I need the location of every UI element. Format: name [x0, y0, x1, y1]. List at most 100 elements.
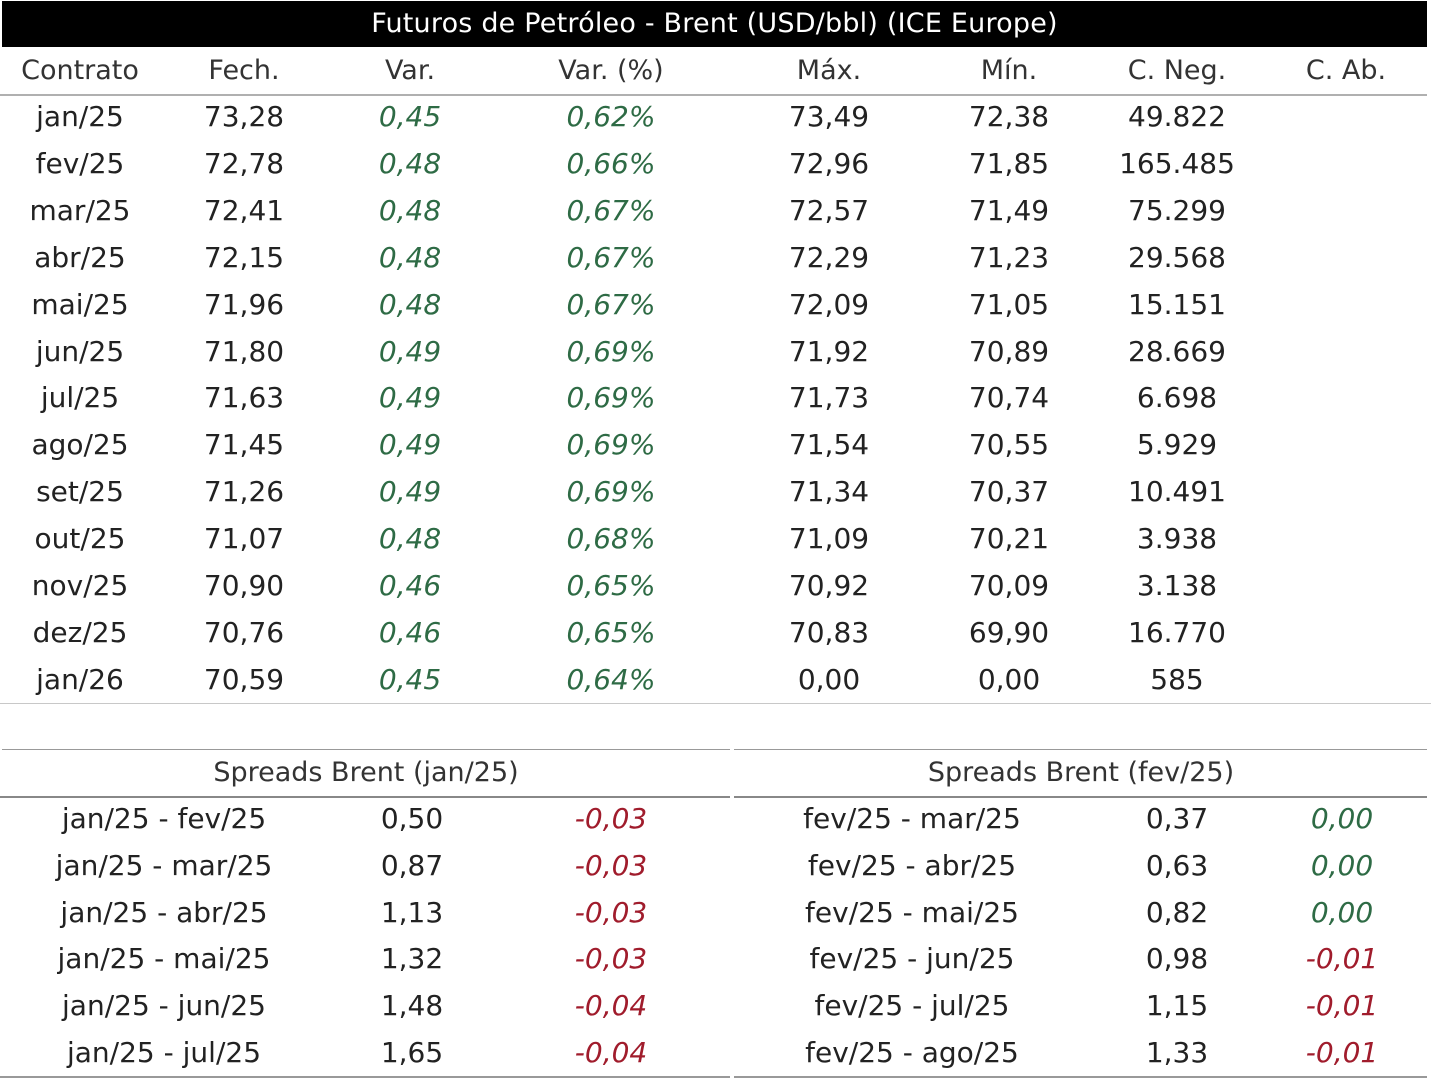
- cell-max: 73,49: [788, 100, 870, 133]
- spreads-right-value: 1,15: [1145, 989, 1209, 1023]
- spreads-right-change: 0,00: [1310, 848, 1374, 882]
- spreads-left-change: -0,03: [574, 802, 648, 835]
- cell-var: 0,49: [378, 475, 442, 509]
- cell-var-pct: 0,66%: [566, 146, 656, 180]
- cell-contrato: out/25: [34, 522, 126, 556]
- cell-max: 71,09: [788, 522, 870, 556]
- spreads-right-pair: fev/25 - jun/25: [809, 942, 1015, 976]
- cell-c-neg: 3.138: [1136, 569, 1218, 602]
- spreads-left-value: 1,48: [380, 989, 444, 1023]
- spreads-left-value: 1,32: [380, 942, 444, 976]
- cell-var-pct: 0,67%: [566, 240, 656, 274]
- spreads-left-pair: jan/25 - fev/25: [61, 802, 267, 835]
- spreads-left-change: -0,03: [574, 942, 648, 976]
- spreads-left-top-rule: [2, 749, 730, 750]
- spreads-left-pair: jan/25 - jul/25: [66, 1036, 262, 1069]
- cell-contrato: jan/26: [36, 662, 124, 696]
- cell-fech: 72,78: [203, 146, 285, 180]
- cell-min: 70,74: [968, 381, 1050, 415]
- cell-c-neg: 75.299: [1128, 193, 1226, 227]
- spreads-left-pair: jan/25 - jun/25: [62, 989, 266, 1023]
- cell-var: 0,48: [378, 522, 442, 556]
- spreads-left-pair: jan/25 - mar/25: [55, 848, 273, 882]
- cell-min: 70,89: [968, 334, 1050, 368]
- main-table-bottom-rule: [0, 703, 1431, 704]
- cell-fech: 72,15: [203, 240, 285, 274]
- cell-contrato: mai/25: [31, 287, 129, 321]
- spreads-left-value: 0,50: [380, 802, 444, 835]
- spreads-left-change: -0,04: [574, 989, 648, 1023]
- cell-max: 71,92: [788, 334, 870, 368]
- cell-contrato: nov/25: [31, 569, 129, 602]
- cell-var-pct: 0,67%: [566, 193, 656, 227]
- cell-contrato: jul/25: [40, 381, 120, 415]
- header-divider: [0, 94, 1427, 96]
- cell-contrato: mar/25: [29, 193, 131, 227]
- spreads-right-value: 0,82: [1145, 895, 1209, 929]
- cell-var: 0,49: [378, 381, 442, 415]
- cell-contrato: set/25: [36, 475, 124, 509]
- cell-var-pct: 0,69%: [566, 334, 656, 368]
- cell-c-neg: 3.938: [1136, 522, 1218, 556]
- cell-c-neg: 16.770: [1128, 615, 1226, 649]
- cell-max: 71,34: [788, 475, 870, 509]
- cell-max: 70,83: [788, 615, 870, 649]
- cell-var: 0,48: [378, 193, 442, 227]
- spreads-left-bottom-rule: [0, 1076, 730, 1078]
- cell-fech: 73,28: [203, 100, 285, 133]
- spreads-right-header-rule: [734, 796, 1427, 798]
- cell-fech: 71,26: [203, 475, 285, 509]
- cell-max: 72,09: [788, 287, 870, 321]
- cell-var: 0,49: [378, 428, 442, 462]
- column-header-fech: Fech.: [208, 55, 280, 86]
- spreads-right-pair: fev/25 - mar/25: [803, 802, 1021, 835]
- cell-max: 70,92: [788, 569, 870, 602]
- column-header-c-ab: C. Ab.: [1305, 55, 1387, 86]
- cell-var-pct: 0,69%: [566, 428, 656, 462]
- cell-var: 0,46: [378, 615, 442, 649]
- cell-max: 72,96: [788, 146, 870, 180]
- cell-var-pct: 0,62%: [566, 100, 656, 133]
- spreads-right-change: 0,00: [1310, 895, 1374, 929]
- cell-fech: 72,41: [203, 193, 285, 227]
- cell-contrato: fev/25: [35, 146, 125, 180]
- cell-var: 0,49: [378, 334, 442, 368]
- cell-c-neg: 15.151: [1128, 287, 1226, 321]
- spreads-left-pair: jan/25 - mai/25: [57, 942, 271, 976]
- spreads-right-pair: fev/25 - abr/25: [807, 848, 1017, 882]
- cell-max: 71,73: [788, 381, 870, 415]
- cell-var: 0,45: [378, 100, 442, 133]
- spreads-left-value: 0,87: [380, 848, 444, 882]
- cell-c-neg: 585: [1150, 662, 1204, 696]
- cell-c-neg: 28.669: [1128, 334, 1226, 368]
- spreads-right-top-rule: [734, 749, 1427, 750]
- cell-var-pct: 0,65%: [566, 569, 656, 602]
- cell-min: 71,85: [968, 146, 1050, 180]
- cell-min: 70,55: [968, 428, 1050, 462]
- spreads-right-title: Spreads Brent (fev/25): [927, 757, 1235, 788]
- cell-min: 70,09: [968, 569, 1050, 602]
- spreads-left-change: -0,03: [574, 895, 648, 929]
- cell-min: 72,38: [968, 100, 1050, 133]
- table-title: Futuros de Petróleo - Brent (USD/bbl) (I…: [2, 1, 1427, 47]
- cell-max: 0,00: [797, 662, 861, 696]
- spreads-left-value: 1,65: [380, 1036, 444, 1069]
- cell-max: 71,54: [788, 428, 870, 462]
- cell-min: 70,37: [968, 475, 1050, 509]
- spreads-right-value: 0,63: [1145, 848, 1209, 882]
- cell-c-neg: 6.698: [1136, 381, 1218, 415]
- spreads-right-value: 0,37: [1145, 802, 1209, 835]
- cell-c-neg: 5.929: [1136, 428, 1218, 462]
- cell-fech: 71,96: [203, 287, 285, 321]
- spreads-left-value: 1,13: [380, 895, 444, 929]
- cell-var-pct: 0,69%: [566, 381, 656, 415]
- cell-var: 0,46: [378, 569, 442, 602]
- spreads-right-pair: fev/25 - mai/25: [805, 895, 1019, 929]
- cell-contrato: abr/25: [34, 240, 126, 274]
- spreads-right-value: 0,98: [1145, 942, 1209, 976]
- cell-min: 70,21: [968, 522, 1050, 556]
- column-header-var: Var.: [384, 55, 436, 86]
- column-header-min: Mín.: [980, 55, 1038, 86]
- cell-max: 72,57: [788, 193, 870, 227]
- cell-var-pct: 0,68%: [566, 522, 656, 556]
